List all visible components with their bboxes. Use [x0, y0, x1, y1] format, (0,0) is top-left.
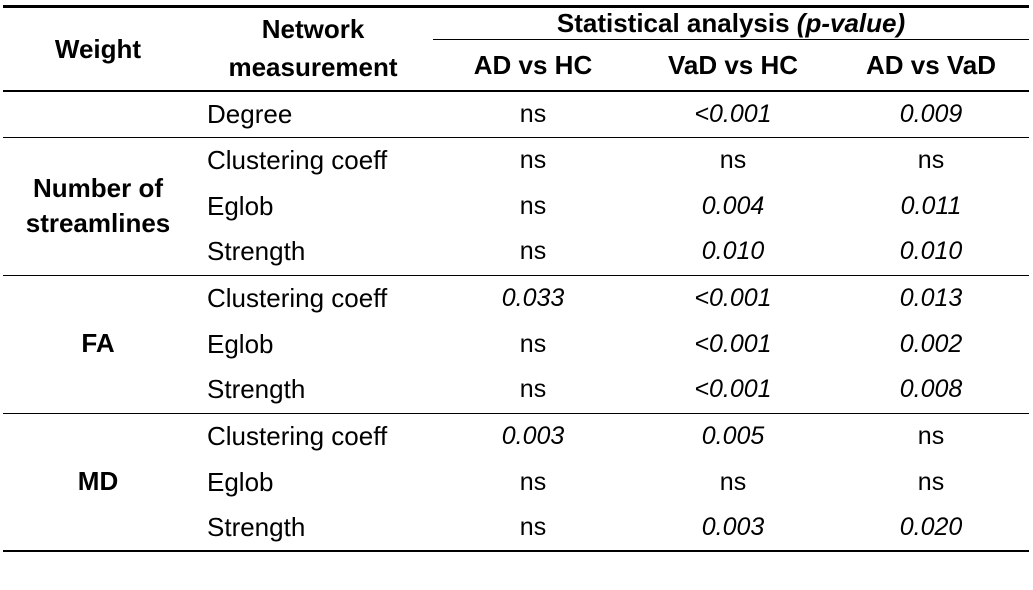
table-body: Degree ns <0.001 0.009 Number of streamlines…: [3, 91, 1030, 552]
header-row-main: Weight Network measurement Statistical a…: [3, 6, 1030, 92]
weight-group-label: [3, 91, 193, 138]
p-value-cell: 0.010: [833, 229, 1030, 276]
weight-group-label: MD: [3, 413, 193, 552]
network-measurement-cell: Degree: [193, 91, 433, 138]
network-measurement-cell: Clustering coeff: [207, 282, 388, 313]
header-row-comparisons: AD vs HC VaD vs HC AD vs VaD: [3, 39, 1030, 92]
table-header: Weight Network measurement Statistical a…: [3, 6, 1030, 92]
p-value-cell: 0.010: [633, 229, 833, 276]
p-value-cell: 0.004: [701, 191, 765, 220]
column-header-weight: Weight: [3, 6, 193, 92]
table-row: Eglob ns 0.004 0.011: [3, 183, 1029, 229]
table-row: FA Clustering coeff 0.033 <0.001 0.013: [3, 275, 1029, 414]
statistics-table: Weight Network measurement Statistical a…: [3, 5, 1030, 552]
p-value-cell: ns: [433, 505, 633, 552]
table-row: Eglob ns <0.001 0.002: [3, 321, 1029, 367]
p-value-cell: 0.008: [833, 367, 1030, 414]
network-measurement-cell: Clustering coeff: [207, 144, 388, 175]
p-value-cell: ns: [917, 467, 945, 496]
statistical-analysis-label: Statistical analysis: [556, 8, 797, 38]
p-value-cell: ns: [519, 191, 547, 220]
p-value-cell: ns: [433, 367, 633, 414]
column-header-ad-vs-vad: AD vs VaD: [833, 39, 1030, 92]
weight-group-label: FA: [3, 275, 193, 414]
table-row: Strength ns <0.001 0.008: [3, 367, 1030, 414]
p-value-cell: ns: [433, 91, 633, 138]
column-header-statistical-analysis: Statistical analysis (p-value): [433, 6, 1030, 40]
p-value-cell: ns: [917, 421, 945, 450]
p-value-cell: 0.011: [900, 191, 962, 220]
p-value-cell: <0.001: [694, 283, 772, 312]
column-header-ad-vs-hc: AD vs HC: [433, 39, 633, 92]
column-header-network-measurement: Network measurement: [193, 6, 433, 92]
table-row: Strength ns 0.010 0.010: [3, 229, 1030, 276]
p-value-cell: 0.003: [633, 505, 833, 552]
p-value-cell: ns: [519, 145, 547, 174]
weight-group-label: Number of streamlines: [3, 137, 193, 276]
p-value-cell: ns: [433, 229, 633, 276]
p-value-cell: 0.003: [501, 421, 565, 450]
table-row: MD Clustering coeff 0.003 0.005 ns: [3, 413, 1029, 552]
network-measurement-cell: Strength: [193, 505, 433, 552]
p-value-cell: 0.009: [833, 91, 1030, 138]
p-value-cell: <0.001: [694, 329, 772, 358]
p-value-cell: ns: [519, 329, 547, 358]
table-row: Number of streamlines Clustering coeff ns n…: [3, 137, 1029, 276]
p-value-cell: ns: [519, 467, 547, 496]
network-measurement-cell: Strength: [193, 367, 433, 414]
p-value-cell: 0.013: [899, 283, 963, 312]
p-value-cell: 0.020: [833, 505, 1030, 552]
p-value-cell: ns: [719, 467, 747, 496]
p-value-cell: 0.005: [701, 421, 765, 450]
p-value-cell: <0.001: [633, 367, 833, 414]
network-measurement-cell: Eglob: [207, 328, 274, 359]
p-value-label: (p-value): [796, 8, 906, 38]
p-value-cell: <0.001: [633, 91, 833, 138]
p-value-cell: 0.033: [501, 283, 565, 312]
network-measurement-cell: Strength: [193, 229, 433, 276]
column-header-vad-vs-hc: VaD vs HC: [633, 39, 833, 92]
table-row: Degree ns <0.001 0.009: [3, 91, 1030, 138]
p-value-cell: 0.002: [899, 329, 963, 358]
p-value-cell: ns: [719, 145, 747, 174]
network-measurement-cell: Eglob: [207, 190, 274, 221]
network-measurement-cell: Eglob: [207, 466, 274, 497]
network-measurement-cell: Clustering coeff: [207, 420, 388, 451]
table-row: Strength ns 0.003 0.020: [3, 505, 1030, 552]
table-row: Eglob ns ns ns: [3, 459, 1029, 505]
p-value-cell: ns: [917, 145, 945, 174]
